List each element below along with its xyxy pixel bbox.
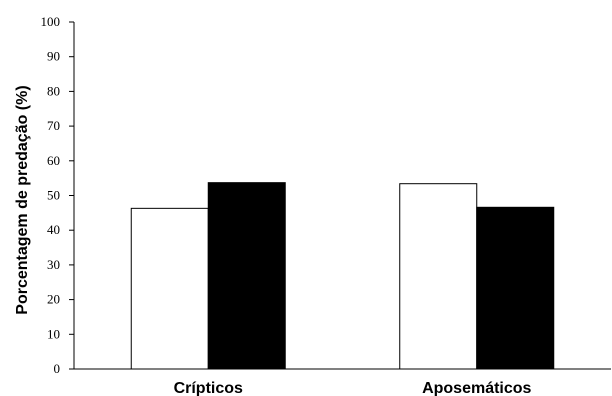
y-tick-label: 80 (47, 83, 60, 98)
x-category-label: Aposemáticos (422, 380, 531, 396)
y-tick-label: 100 (41, 14, 61, 29)
y-tick-label: 0 (54, 361, 61, 376)
x-category-label: Crípticos (174, 380, 243, 396)
y-tick-label: 20 (47, 292, 60, 307)
bar-white-0 (130, 207, 209, 370)
bar-black-0 (207, 182, 286, 370)
y-tick-label: 40 (47, 222, 60, 237)
bar-black-1 (476, 206, 555, 370)
bars (130, 182, 555, 370)
y-axis-ticks: 0 10 20 30 40 50 60 70 80 90 100 (41, 14, 74, 376)
y-tick-label: 90 (47, 49, 60, 64)
x-axis-category-labels: Crípticos Aposemáticos (174, 380, 532, 396)
y-tick-label: 70 (47, 118, 60, 133)
y-tick-label: 10 (47, 326, 60, 341)
y-tick-label: 60 (47, 153, 60, 168)
bar-white-1 (399, 183, 478, 370)
y-tick-label: 30 (47, 257, 60, 272)
y-axis-title: Porcentagem de predação (%) (14, 85, 31, 314)
y-tick-label: 50 (47, 188, 60, 203)
